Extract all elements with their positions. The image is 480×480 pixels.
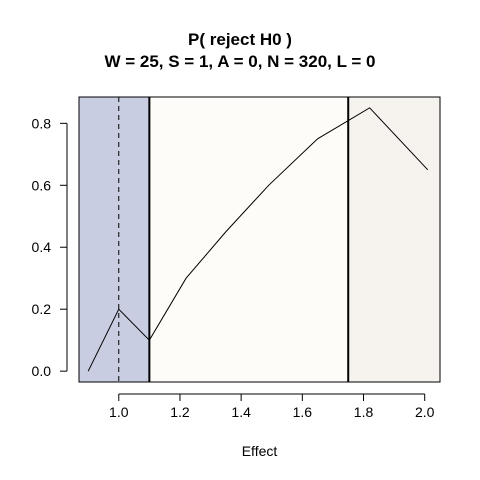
chart-subtitle: W = 25, S = 1, A = 0, N = 320, L = 0 (104, 52, 376, 71)
x-tick-label: 2.0 (415, 404, 435, 420)
shaded-regions (79, 97, 440, 382)
x-tick-label: 1.6 (293, 404, 313, 420)
x-tick-label: 1.8 (354, 404, 374, 420)
x-tick-label: 1.2 (170, 404, 190, 420)
x-axis-title: Effect (242, 443, 278, 459)
series-line-0 (87, 107, 429, 372)
reference-lines (118, 97, 350, 382)
region-0 (79, 97, 150, 382)
y-tick-label: 0.6 (32, 177, 52, 193)
x-tick-label: 1.4 (231, 404, 251, 420)
chart-title: P( reject H0 ) (188, 30, 292, 49)
plot-frame (78, 96, 441, 383)
y-tick-label: 0.4 (32, 239, 52, 255)
y-tick-label: 0.8 (32, 115, 52, 131)
data-series (87, 107, 429, 372)
x-tick-label: 1.0 (109, 404, 129, 420)
y-tick-label: 0.2 (32, 301, 52, 317)
y-axis: 0.0 0.2 0.4 0.6 0.8 (32, 115, 68, 379)
region-1 (149, 97, 349, 382)
y-tick-label: 0.0 (32, 363, 52, 379)
x-axis: 1.0 1.2 1.4 1.6 1.8 2.0 (109, 393, 435, 420)
region-2 (348, 97, 440, 382)
